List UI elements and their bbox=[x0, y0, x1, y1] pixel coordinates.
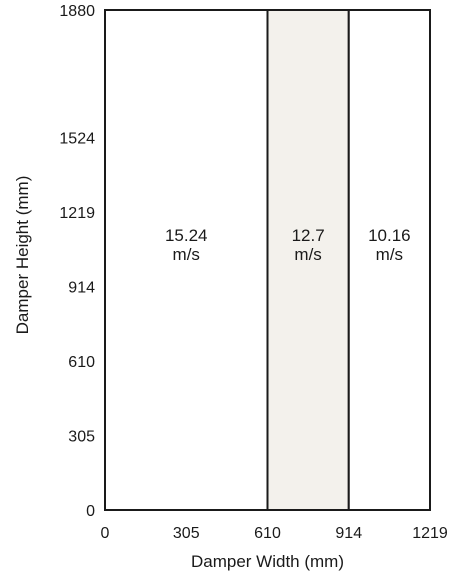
y-axis-ticks: 0 305 610 914 1219 1524 1880 bbox=[59, 3, 95, 520]
region-velocity-label: 12.7 bbox=[292, 226, 325, 245]
y-tick-label: 1219 bbox=[59, 205, 95, 222]
region-unit-label: m/s bbox=[294, 245, 321, 264]
y-tick-label: 0 bbox=[86, 503, 95, 520]
region-velocity-label: 15.24 bbox=[165, 226, 208, 245]
y-tick-label: 1880 bbox=[59, 3, 95, 20]
region-labels: 15.24m/s12.7m/s10.16m/s bbox=[165, 226, 411, 264]
region-unit-label: m/s bbox=[173, 245, 200, 264]
y-tick-label: 914 bbox=[68, 280, 95, 297]
y-axis-label: Damper Height (mm) bbox=[13, 176, 32, 335]
x-tick-label: 610 bbox=[254, 525, 281, 542]
x-tick-label: 0 bbox=[101, 525, 110, 542]
region-velocity-label: 10.16 bbox=[368, 226, 411, 245]
y-tick-label: 610 bbox=[68, 354, 95, 371]
velocity-region-2 bbox=[266, 9, 350, 511]
x-tick-label: 1219 bbox=[412, 525, 448, 542]
x-tick-label: 305 bbox=[173, 525, 200, 542]
y-tick-label: 305 bbox=[68, 429, 95, 446]
x-axis-ticks: 0 305 610 914 1219 bbox=[101, 525, 448, 542]
plot-frame bbox=[104, 9, 431, 511]
velocity-region-1 bbox=[104, 9, 269, 511]
x-axis-label: Damper Width (mm) bbox=[191, 552, 344, 571]
x-tick-label: 914 bbox=[335, 525, 362, 542]
region-unit-label: m/s bbox=[376, 245, 403, 264]
y-tick-label: 1524 bbox=[59, 131, 95, 148]
plot-border bbox=[104, 9, 431, 511]
